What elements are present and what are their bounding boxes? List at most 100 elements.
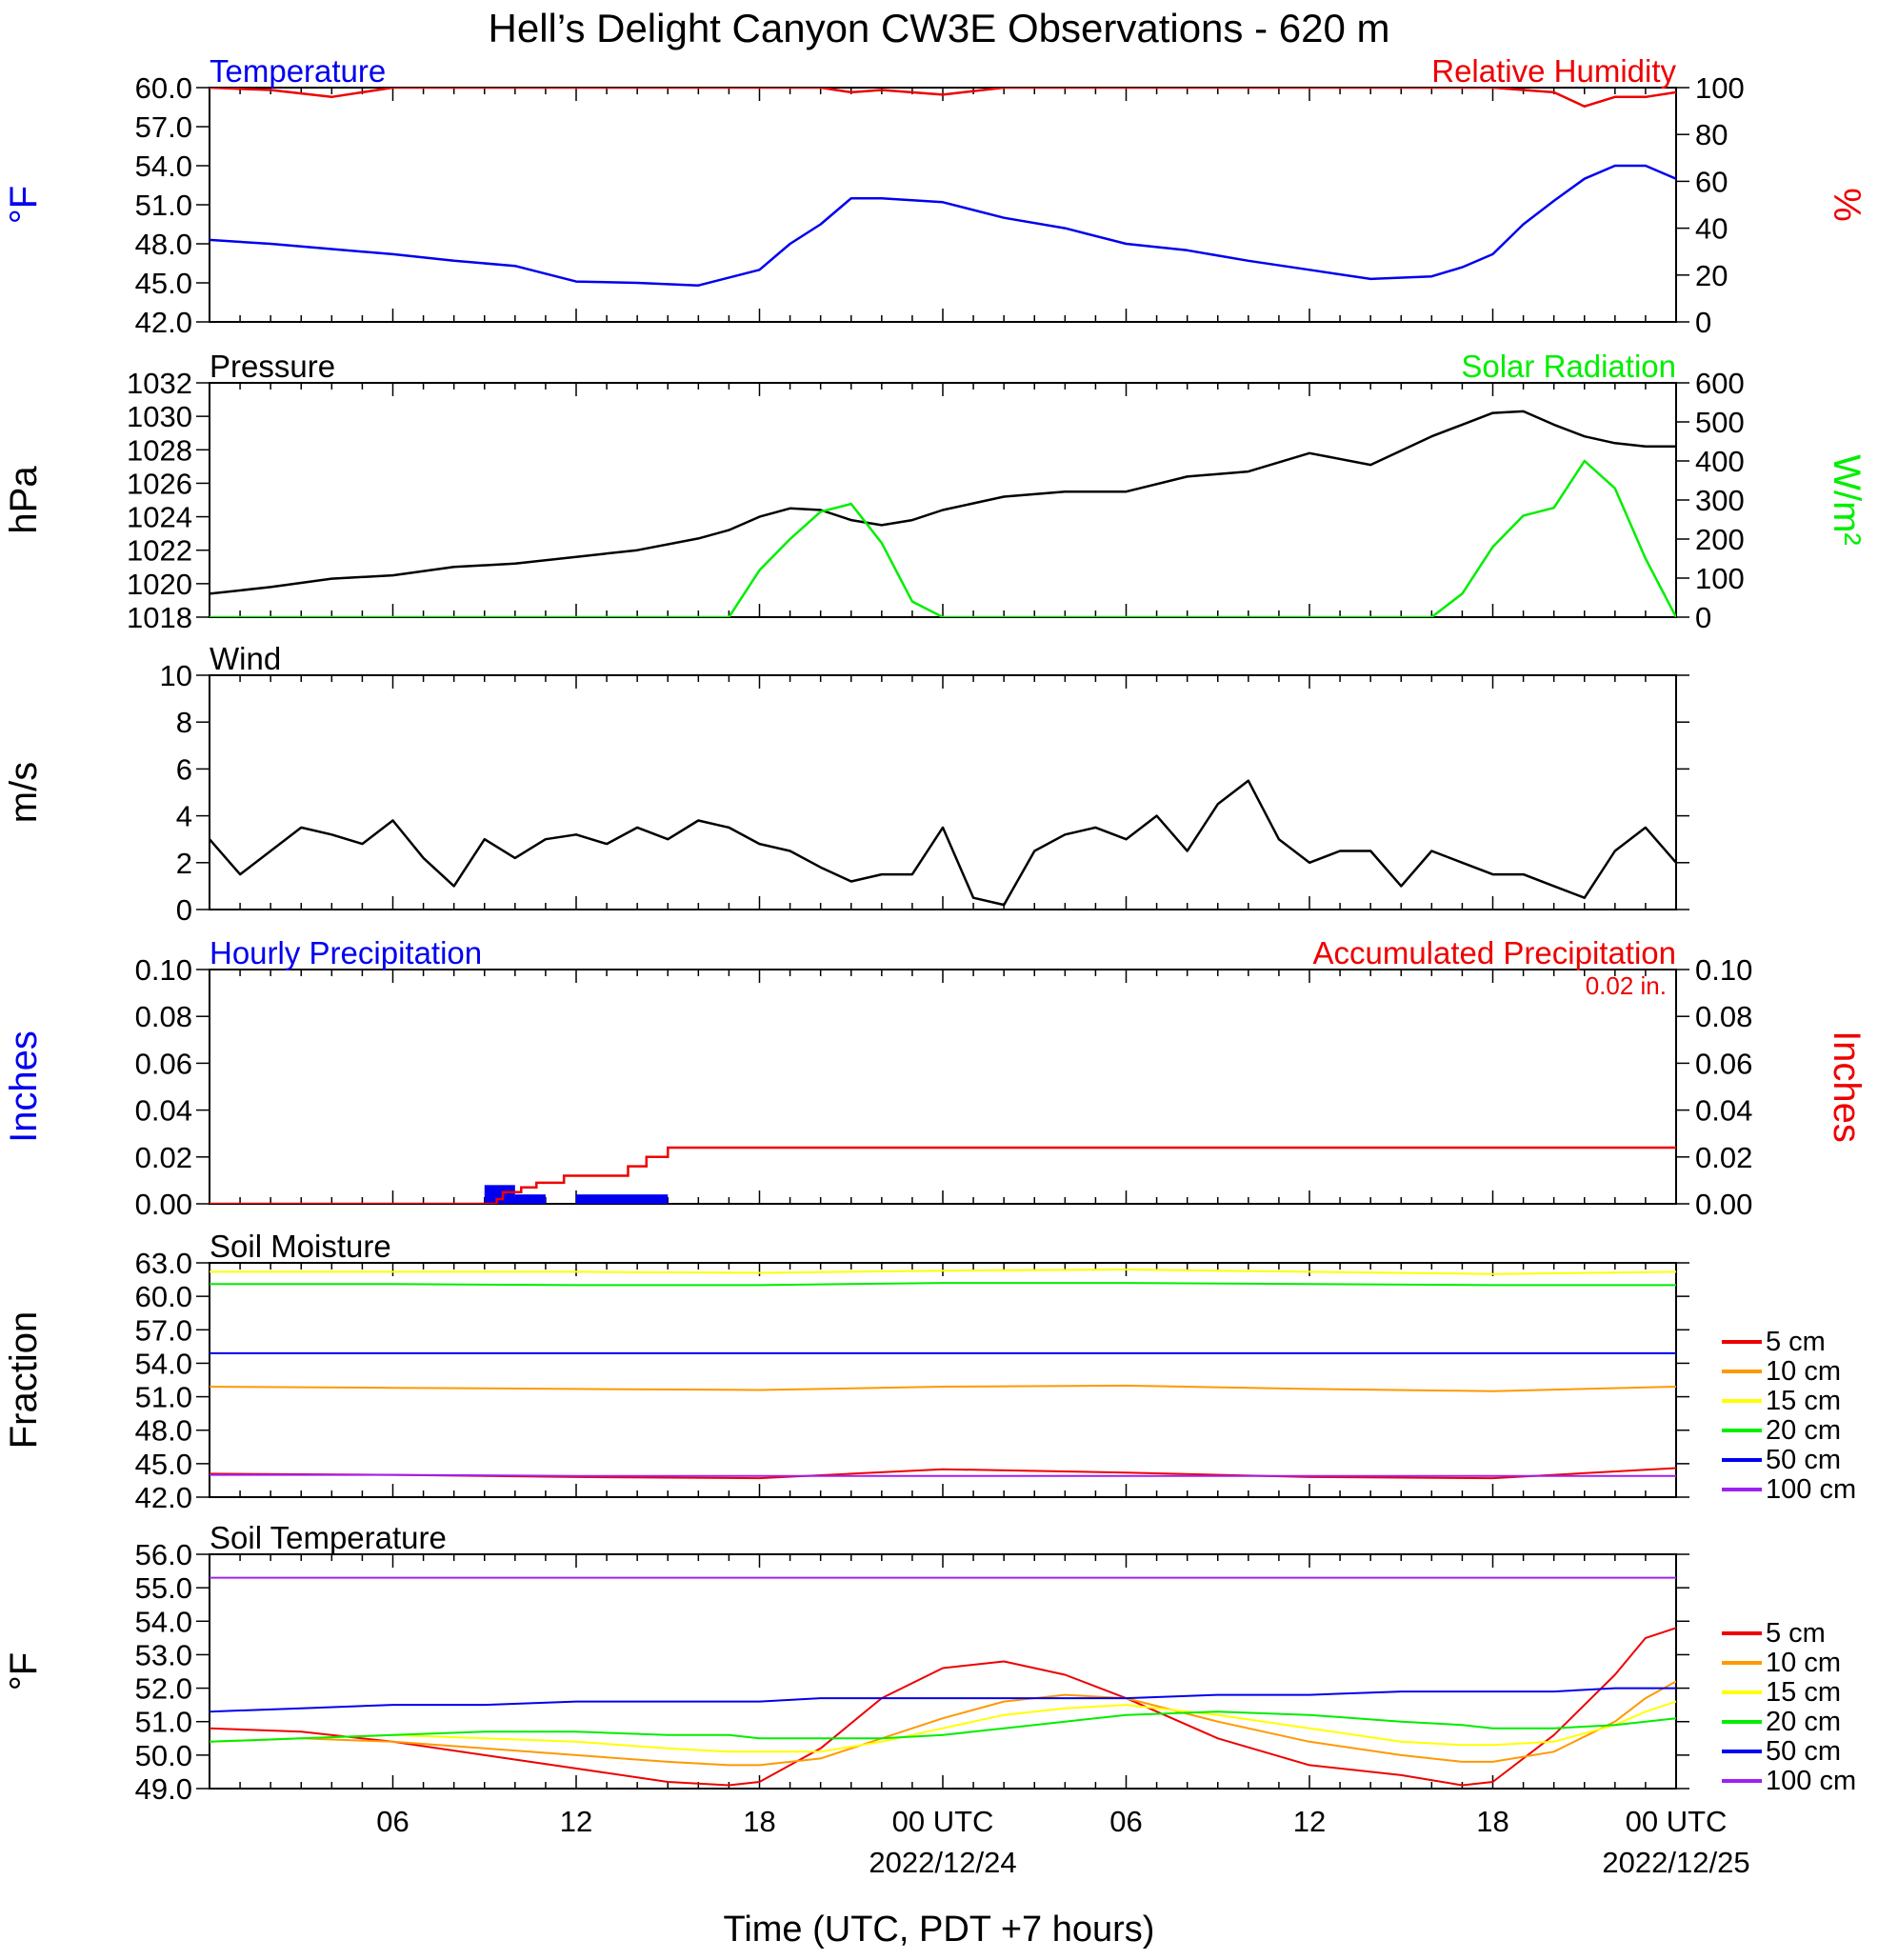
x-tick-label: 12: [560, 1805, 592, 1838]
y-tick-label-left: 55.0: [135, 1571, 192, 1605]
series-line-5-cm: [210, 1627, 1676, 1787]
legend-label: 5 cm: [1766, 1327, 1826, 1357]
legend-label: 50 cm: [1766, 1445, 1841, 1475]
series-line-100-cm: [210, 1473, 1676, 1477]
plot-frame: [209, 1262, 1677, 1498]
legend-label: 15 cm: [1766, 1677, 1841, 1708]
plot-frame: [209, 969, 1677, 1205]
x-tick-label: 06: [376, 1805, 409, 1838]
y-tick-label-left: 8: [176, 706, 192, 739]
series-line-relative-humidity: [210, 88, 1676, 108]
y-tick-label-left: 60.0: [135, 71, 192, 105]
y-tick-label-left: 51.0: [135, 189, 192, 222]
series-line-temperature: [210, 164, 1676, 287]
y-tick-label-left: 45.0: [135, 267, 192, 300]
panel-title-right: Accumulated Precipitation: [1312, 935, 1676, 970]
data-layer: [210, 779, 1676, 907]
series-line-15-cm: [210, 1700, 1676, 1753]
panel-5: 49.050.051.052.053.054.055.056.0 Soil Tem…: [3, 1520, 1856, 1806]
y-tick-label-left: 0.00: [135, 1188, 192, 1221]
y-tick-label-left: 54.0: [135, 1605, 192, 1638]
x-tick-label: 18: [1476, 1805, 1508, 1838]
panel-title-left: Soil Temperature: [210, 1520, 447, 1555]
y-axis-label-right: %: [1826, 188, 1868, 222]
plot-frame: [209, 382, 1677, 618]
y-tick-label-left: 1026: [127, 467, 192, 500]
panel-title-left: Temperature: [210, 53, 386, 89]
panel-title-right: Relative Humidity: [1431, 53, 1676, 89]
y-tick-label-right: 0.08: [1695, 1000, 1752, 1033]
y-tick-label-left: 6: [176, 752, 192, 786]
y-tick-label-right: 500: [1695, 406, 1745, 439]
panel-title-left: Wind: [210, 641, 281, 676]
data-layer: [210, 1146, 1676, 1204]
series-line-10-cm: [210, 1384, 1676, 1392]
y-axis-label-left: °F: [3, 1652, 45, 1690]
y-tick-label-right: 40: [1695, 212, 1728, 246]
series-line-10-cm: [210, 1680, 1676, 1767]
x-axis-label: Time (UTC, PDT +7 hours): [724, 1910, 1155, 1950]
y-tick-label-left: 2: [176, 847, 192, 880]
y-tick-label-left: 57.0: [135, 1313, 192, 1347]
series-line-solar-radiation: [210, 459, 1676, 617]
legend-label: 20 cm: [1766, 1415, 1841, 1446]
y-axis-label-left: °F: [3, 186, 45, 224]
y-tick-label-left: 60.0: [135, 1280, 192, 1313]
precip-bar: [514, 1194, 546, 1204]
y-tick-label-left: 4: [176, 800, 192, 833]
figure-title: Hell’s Delight Canyon CW3E Observations …: [489, 6, 1390, 50]
series-line-wind-speed: [210, 779, 1676, 907]
plot-frame: [209, 1553, 1677, 1790]
legend-label: 5 cm: [1766, 1618, 1826, 1649]
y-tick-label-left: 48.0: [135, 228, 192, 261]
series-line-20-cm: [210, 1710, 1676, 1743]
x-tick-label: 06: [1109, 1805, 1142, 1838]
y-axis-label-left: hPa: [3, 466, 45, 534]
y-tick-label-left: 0.10: [135, 953, 192, 987]
data-layer: [210, 1269, 1676, 1480]
panel-3: 0.00 0.02 0.04 0.06 0.08 0.10 0.00 0.02 0.04 0.06…: [3, 935, 1868, 1221]
legend-label: 10 cm: [1766, 1356, 1841, 1387]
y-tick-label-right: 100: [1695, 71, 1745, 105]
plot-frame: [209, 674, 1677, 910]
x-tick-label: 12: [1293, 1805, 1326, 1838]
x-tick-label: 00 UTC: [1626, 1805, 1728, 1838]
legend-label: 50 cm: [1766, 1736, 1841, 1767]
panel-title-left: Hourly Precipitation: [210, 935, 482, 970]
series-line-pressure: [210, 410, 1676, 595]
y-tick-label-right: 100: [1695, 562, 1745, 595]
y-tick-label-left: 1020: [127, 568, 192, 601]
y-tick-label-left: 0.04: [135, 1094, 192, 1128]
y-tick-label-right: 0.04: [1695, 1094, 1752, 1128]
y-tick-label-left: 1022: [127, 534, 192, 568]
y-tick-label-right: 0.02: [1695, 1141, 1752, 1174]
y-tick-label-left: 57.0: [135, 110, 192, 144]
y-tick-label-right: 0.10: [1695, 953, 1752, 987]
y-tick-label-left: 1030: [127, 400, 192, 433]
y-tick-label-left: 52.0: [135, 1672, 192, 1706]
legend-label: 20 cm: [1766, 1707, 1841, 1737]
y-tick-label-left: 1032: [127, 367, 192, 400]
y-tick-label-left: 63.0: [135, 1247, 192, 1280]
data-layer: [210, 410, 1676, 617]
x-date-label: 2022/12/24: [869, 1846, 1016, 1879]
panel-0: 42.0 45.0 48.0 51.0 54.0 57.0 60.0 0 20 40 60 80 100…: [3, 53, 1868, 339]
y-tick-label-right: 0: [1695, 601, 1711, 634]
y-tick-label-left: 0: [176, 893, 192, 927]
panels: 42.045.048.051.054.057.060.0020406080100…: [3, 53, 1868, 1806]
y-axis-label-right: W/m²: [1826, 454, 1868, 546]
precip-bar: [576, 1194, 669, 1204]
y-axis-label-left: m/s: [3, 762, 45, 823]
series-line-50-cm: [210, 1687, 1676, 1713]
accumulated-total-label: 0.02 in.: [1586, 971, 1667, 1000]
y-tick-label-right: 300: [1695, 484, 1745, 517]
y-tick-label-right: 60: [1695, 165, 1728, 198]
legend-label: 100 cm: [1766, 1766, 1856, 1796]
y-tick-label-right: 600: [1695, 367, 1745, 400]
y-axis-label-right: Inches: [1826, 1030, 1868, 1143]
y-tick-label-left: 50.0: [135, 1739, 192, 1772]
legend-label: 100 cm: [1766, 1474, 1856, 1505]
